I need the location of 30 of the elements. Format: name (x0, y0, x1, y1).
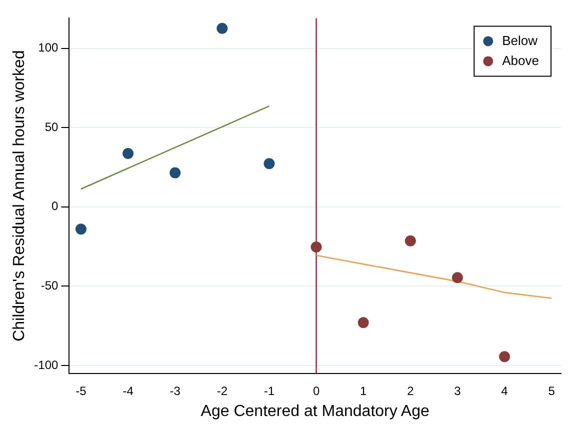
y-tick-label: 50 (44, 120, 59, 134)
x-tick-label: -3 (170, 384, 181, 398)
y-tick-label: -100 (34, 358, 59, 372)
x-tick-label: 3 (454, 384, 462, 398)
point (264, 158, 275, 170)
point (358, 317, 369, 328)
y-axis-title: Children's Residual Annual hours worked (11, 50, 28, 342)
x-tick-label: -4 (122, 384, 134, 398)
x-tick-label: 0 (312, 384, 320, 398)
y-tick-label: -50 (40, 278, 59, 292)
y-tick-label: 0 (52, 199, 59, 214)
point (216, 22, 228, 34)
point (452, 272, 463, 284)
point (170, 167, 181, 178)
x-tick-label: -5 (76, 384, 87, 398)
legend-label: Above (502, 52, 540, 68)
x-axis-title: Age Centered at Mandatory Age (200, 402, 430, 420)
point (75, 224, 86, 235)
point (310, 242, 322, 253)
x-tick-label: 4 (501, 384, 508, 398)
x-tick-label: -2 (216, 384, 228, 398)
x-tick-label: -1 (264, 384, 275, 398)
legend-label: Below (502, 32, 538, 48)
point (499, 351, 510, 362)
x-tick-label: 1 (360, 384, 367, 398)
x-tick-label: 5 (548, 384, 556, 398)
x-tick-label: 2 (407, 384, 414, 398)
point (122, 148, 134, 159)
point (404, 235, 416, 246)
y-tick-label: 100 (38, 40, 59, 55)
